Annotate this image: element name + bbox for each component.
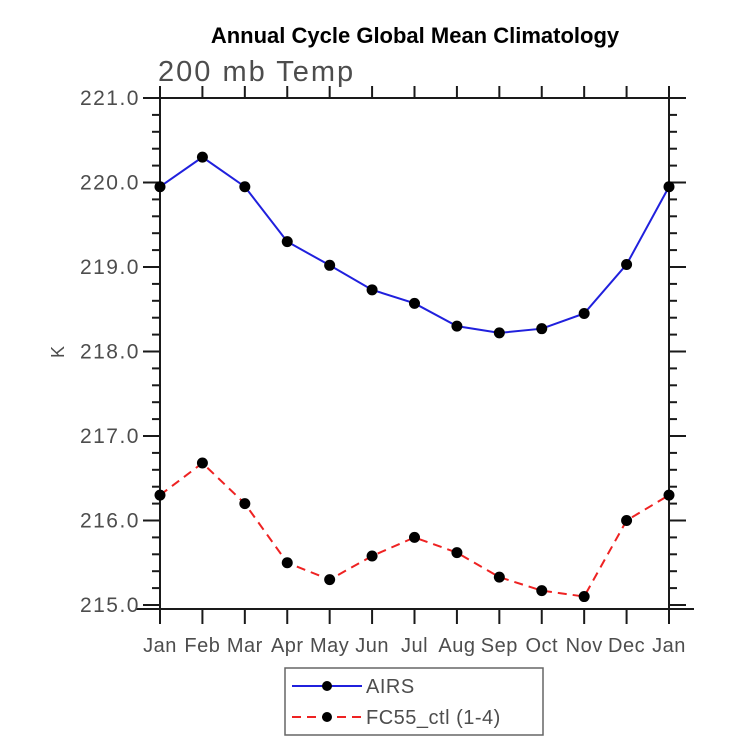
- data-point-marker-fc55-ctl-1-4: [239, 498, 251, 510]
- data-point-marker-airs: [324, 259, 336, 271]
- data-point-marker-fc55-ctl-1-4: [154, 489, 166, 501]
- x-tick-label: Dec: [608, 635, 645, 657]
- axes: Jan Feb Mar Apr May Jun Jul Aug Sep Oct Nov Dec Jan2…: [80, 86, 694, 657]
- x-tick-label: Mar: [227, 635, 263, 657]
- data-point-marker-airs: [409, 297, 420, 309]
- x-tick-label: Jan: [652, 635, 686, 657]
- data-point-marker-fc55-ctl-1-4: [536, 585, 548, 597]
- x-tick-label: Jun: [355, 635, 389, 657]
- x-tick-label: Nov: [566, 635, 603, 657]
- y-tick-label: 216.0: [80, 510, 140, 533]
- legend: AIRS FC55_ctl (1-4): [284, 667, 544, 736]
- data-point-marker-fc55-ctl-1-4: [409, 531, 420, 543]
- legend-box: [284, 667, 544, 736]
- data-point-marker-airs: [239, 181, 251, 193]
- legend-label: FC55_ctl (1-4): [366, 707, 501, 729]
- legend-marker: [322, 681, 332, 691]
- data-point-marker-fc55-ctl-1-4: [578, 591, 590, 603]
- data-point-marker-airs: [536, 323, 548, 335]
- x-tick-label: Aug: [438, 635, 475, 657]
- data-point-marker-airs: [663, 181, 675, 193]
- x-tick-label: Jan: [143, 635, 177, 657]
- chart-title: Annual Cycle Global Mean Climatology: [211, 23, 620, 48]
- y-tick-label: 218.0: [80, 341, 140, 364]
- x-tick-label: Apr: [271, 635, 304, 657]
- x-tick-label: Sep: [481, 635, 518, 657]
- data-point-marker-airs: [366, 284, 378, 296]
- y-tick-label: 215.0: [80, 594, 140, 617]
- y-tick-label: 221.0: [80, 87, 140, 110]
- data-point-marker-airs: [493, 327, 505, 339]
- data-point-marker-fc55-ctl-1-4: [621, 515, 633, 526]
- y-tick-label: 217.0: [80, 425, 140, 448]
- data-point-marker-airs: [451, 320, 463, 332]
- data-point-marker-airs: [154, 181, 166, 193]
- x-tick-label: Jul: [401, 635, 428, 657]
- legend-label: AIRS: [366, 676, 415, 698]
- y-tick-label: 219.0: [80, 256, 140, 279]
- data-point-marker-fc55-ctl-1-4: [324, 574, 336, 586]
- legend-marker: [322, 712, 332, 722]
- data-point-marker-airs: [578, 307, 590, 319]
- data-point-marker-fc55-ctl-1-4: [366, 550, 378, 562]
- y-axis-label: K: [48, 346, 68, 358]
- data-point-marker-fc55-ctl-1-4: [493, 571, 505, 583]
- data-point-marker-airs: [621, 258, 633, 270]
- data-point-marker-fc55-ctl-1-4: [663, 489, 675, 501]
- data-point-marker-fc55-ctl-1-4: [196, 457, 208, 469]
- chart-subtitle: 200 mb Temp: [158, 56, 355, 88]
- data-point-marker-fc55-ctl-1-4: [281, 557, 293, 569]
- data-point-marker-airs: [281, 236, 293, 248]
- x-tick-label: Oct: [525, 635, 558, 657]
- series-plot: [154, 151, 675, 603]
- x-tick-label: Feb: [184, 635, 220, 657]
- data-point-marker-airs: [196, 151, 208, 163]
- x-tick-label: May: [310, 635, 349, 657]
- y-tick-label: 220.0: [80, 172, 140, 195]
- series-line-fc55-ctl-1-4: [159, 461, 670, 598]
- data-point-marker-fc55-ctl-1-4: [451, 547, 463, 559]
